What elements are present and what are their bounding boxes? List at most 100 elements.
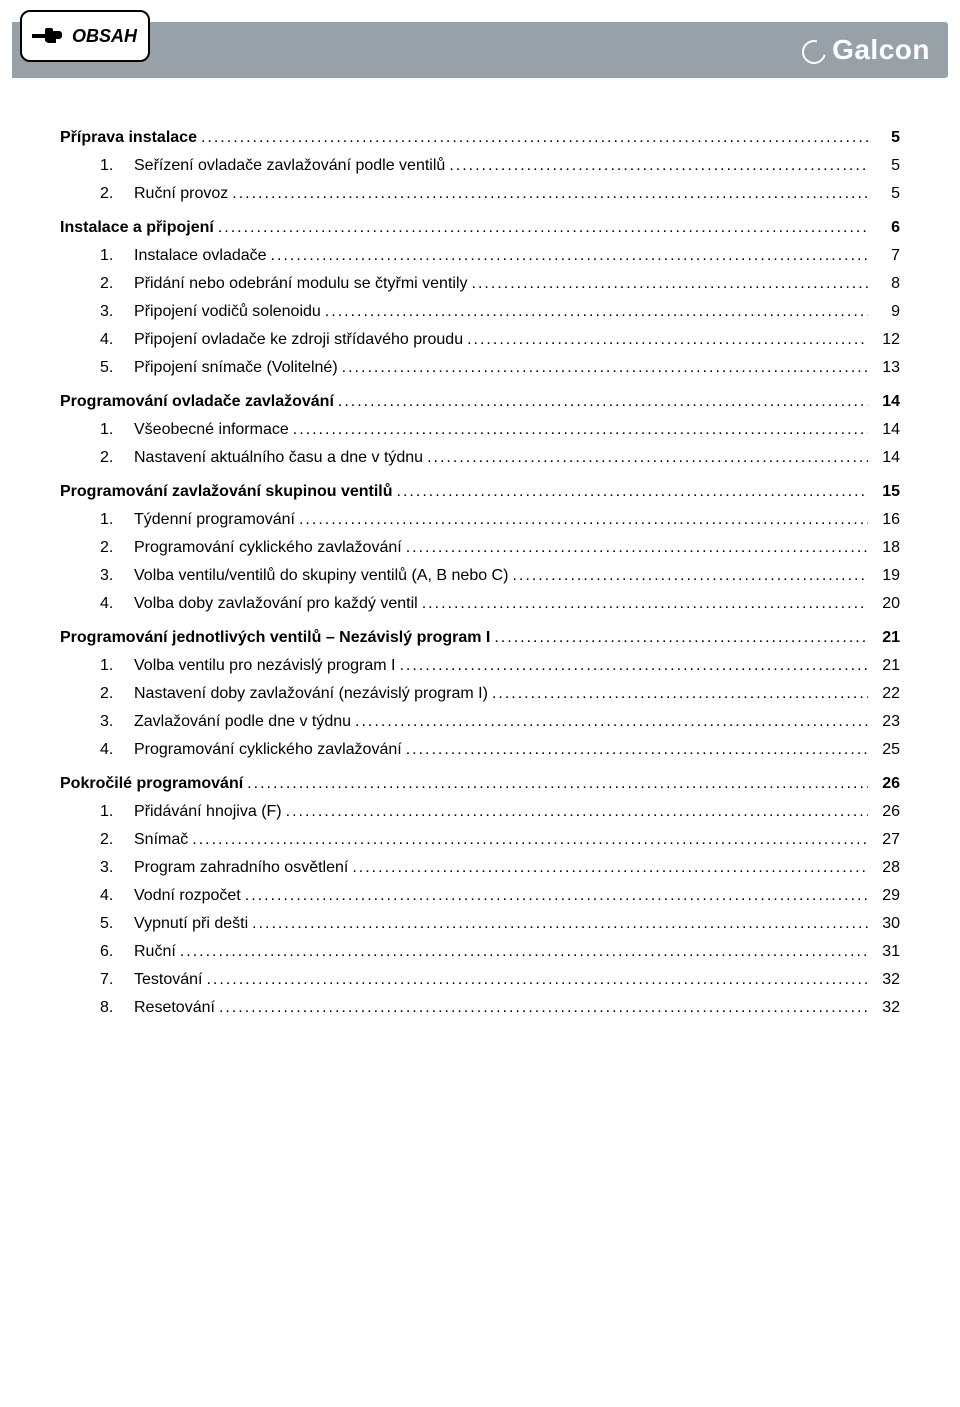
toc-leader-dots <box>397 484 868 500</box>
toc-item-number: 4. <box>100 332 134 348</box>
toc-item-row: 1.Všeobecné informace14 <box>60 422 900 438</box>
toc-item-label: Ruční <box>134 944 176 960</box>
toc-item-page: 18 <box>872 540 900 556</box>
toc-item-page: 21 <box>872 658 900 674</box>
toc-item-number: 4. <box>100 596 134 612</box>
toc-item-label: Přidávání hnojiva (F) <box>134 804 282 820</box>
contents-badge: OBSAH <box>20 10 150 62</box>
toc-item-page: 32 <box>872 972 900 988</box>
toc-leader-dots <box>449 158 868 174</box>
toc-item-page: 13 <box>872 360 900 376</box>
toc-item-row: 8.Resetování32 <box>60 1000 900 1016</box>
toc-leader-dots <box>201 130 868 146</box>
toc-group: Instalace a připojení 61.Instalace ovlad… <box>60 220 900 376</box>
toc-item-page: 7 <box>872 248 900 264</box>
toc-item-number: 1. <box>100 658 134 674</box>
contents-badge-label: OBSAH <box>72 26 137 47</box>
toc-heading-page: 6 <box>872 220 900 236</box>
toc-leader-dots <box>232 186 868 202</box>
brand-name: Galcon <box>832 34 930 66</box>
toc-item-row: 2.Nastavení aktuálního času a dne v týdn… <box>60 450 900 466</box>
toc-item-label: Snímač <box>134 832 188 848</box>
toc-heading-row: Programování zavlažování skupinou ventil… <box>60 484 900 500</box>
toc-item-number: 1. <box>100 422 134 438</box>
toc-item-row: 2.Snímač27 <box>60 832 900 848</box>
toc-heading-page: 5 <box>872 130 900 146</box>
toc-item-number: 3. <box>100 568 134 584</box>
toc-item-number: 4. <box>100 742 134 758</box>
toc-leader-dots <box>472 276 868 292</box>
toc-item-row: 5.Připojení snímače (Volitelné)13 <box>60 360 900 376</box>
toc-leader-dots <box>325 304 868 320</box>
toc-leader-dots <box>271 248 868 264</box>
toc-group: Příprava instalace 51.Seřízení ovladače … <box>60 130 900 202</box>
toc-group: Pokročilé programování 261.Přidávání hno… <box>60 776 900 1016</box>
toc-heading-label: Programování jednotlivých ventilů – Nezá… <box>60 630 490 646</box>
header-bar: Galcon <box>12 22 948 78</box>
toc-heading-page: 15 <box>872 484 900 500</box>
toc-leader-dots <box>406 540 868 556</box>
toc-item-row: 2.Programování cyklického zavlažování18 <box>60 540 900 556</box>
toc-group: Programování jednotlivých ventilů – Nezá… <box>60 630 900 758</box>
toc-item-row: 2.Nastavení doby zavlažování (nezávislý … <box>60 686 900 702</box>
toc-item-row: 4.Programování cyklického zavlažování25 <box>60 742 900 758</box>
toc-item-number: 2. <box>100 686 134 702</box>
toc-item-label: Volba ventilu/ventilů do skupiny ventilů… <box>134 568 508 584</box>
toc-item-page: 8 <box>872 276 900 292</box>
toc-item-label: Testování <box>134 972 202 988</box>
toc-item-page: 14 <box>872 422 900 438</box>
toc-item-page: 30 <box>872 916 900 932</box>
toc-item-page: 28 <box>872 860 900 876</box>
toc-item-page: 19 <box>872 568 900 584</box>
toc-leader-dots <box>218 220 868 236</box>
toc-item-label: Volba ventilu pro nezávislý program I <box>134 658 395 674</box>
toc-item-page: 5 <box>872 186 900 202</box>
toc-group: Programování zavlažování skupinou ventil… <box>60 484 900 612</box>
toc-item-page: 14 <box>872 450 900 466</box>
toc-item-number: 2. <box>100 450 134 466</box>
toc-item-row: 3.Program zahradního osvětlení28 <box>60 860 900 876</box>
toc-item-row: 5.Vypnutí při dešti 30 <box>60 916 900 932</box>
toc-leader-dots <box>342 360 868 376</box>
toc-item-number: 1. <box>100 158 134 174</box>
toc-item-row: 4.Volba doby zavlažování pro každý venti… <box>60 596 900 612</box>
brand-logo: Galcon <box>798 34 930 66</box>
toc-leader-dots <box>399 658 868 674</box>
toc-leader-dots <box>355 714 868 730</box>
toc-item-number: 4. <box>100 888 134 904</box>
table-of-contents: Příprava instalace 51.Seřízení ovladače … <box>60 122 900 1034</box>
toc-item-row: 1.Týdenní programování16 <box>60 512 900 528</box>
toc-item-page: 29 <box>872 888 900 904</box>
toc-leader-dots <box>299 512 868 528</box>
toc-heading-label: Programování zavlažování skupinou ventil… <box>60 484 393 500</box>
toc-item-row: 2.Ruční provoz5 <box>60 186 900 202</box>
toc-group: Programování ovladače zavlažování 141.Vš… <box>60 394 900 466</box>
toc-item-number: 3. <box>100 304 134 320</box>
toc-item-number: 7. <box>100 972 134 988</box>
toc-item-label: Nastavení aktuálního času a dne v týdnu <box>134 450 423 466</box>
toc-item-row: 3.Volba ventilu/ventilů do skupiny venti… <box>60 568 900 584</box>
toc-item-label: Resetování <box>134 1000 215 1016</box>
toc-heading-label: Programování ovladače zavlažování <box>60 394 334 410</box>
toc-item-page: 9 <box>872 304 900 320</box>
toc-item-row: 4.Vodní rozpočet29 <box>60 888 900 904</box>
toc-item-label: Vypnutí při dešti <box>134 916 248 932</box>
toc-leader-dots <box>252 916 868 932</box>
toc-leader-dots <box>192 832 868 848</box>
toc-item-label: Programování cyklického zavlažování <box>134 540 402 556</box>
toc-item-label: Zavlažování podle dne v týdnu <box>134 714 351 730</box>
toc-leader-dots <box>427 450 868 466</box>
toc-heading-label: Instalace a připojení <box>60 220 214 236</box>
toc-item-number: 5. <box>100 916 134 932</box>
toc-item-label: Připojení ovladače ke zdroji střídavého … <box>134 332 463 348</box>
toc-item-number: 2. <box>100 186 134 202</box>
toc-heading-page: 26 <box>872 776 900 792</box>
toc-item-row: 6.Ruční31 <box>60 944 900 960</box>
toc-item-page: 16 <box>872 512 900 528</box>
toc-item-number: 3. <box>100 714 134 730</box>
toc-leader-dots <box>494 630 868 646</box>
toc-item-label: Nastavení doby zavlažování (nezávislý pr… <box>134 686 488 702</box>
toc-item-page: 22 <box>872 686 900 702</box>
toc-item-row: 3.Zavlažování podle dne v týdnu23 <box>60 714 900 730</box>
toc-item-number: 1. <box>100 512 134 528</box>
